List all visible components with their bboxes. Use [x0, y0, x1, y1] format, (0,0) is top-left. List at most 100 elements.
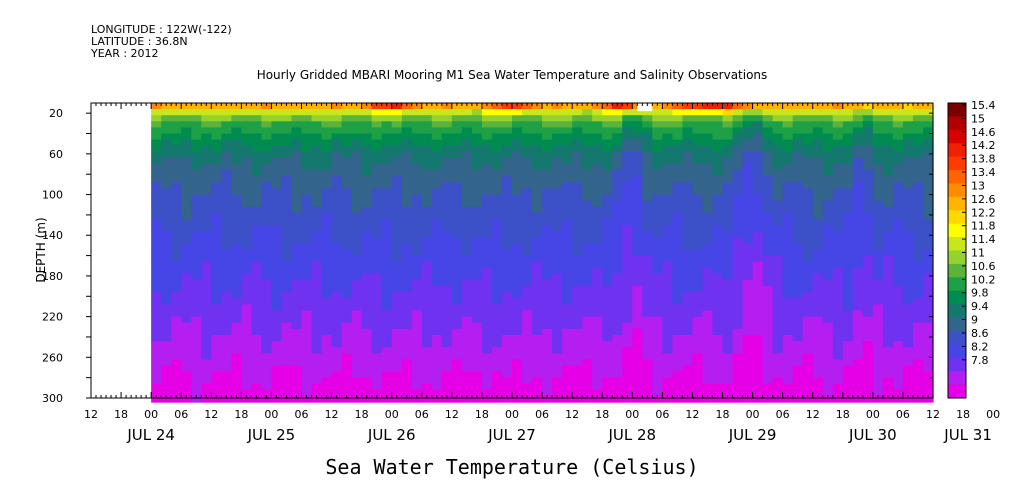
heatmap-cell — [712, 341, 724, 348]
heatmap-cell — [251, 395, 262, 403]
heatmap-cell — [351, 389, 363, 397]
heatmap-cell — [341, 255, 353, 263]
heatmap-cell — [632, 231, 643, 238]
heatmap-cell — [512, 255, 523, 263]
heatmap-cell — [191, 206, 202, 214]
heatmap-cell — [892, 273, 904, 281]
heatmap-cell — [481, 310, 493, 318]
heatmap-cell — [471, 292, 483, 299]
heatmap-cell — [512, 121, 523, 129]
heatmap-cell — [662, 353, 673, 360]
heatmap-cell — [692, 273, 704, 281]
heatmap-cell — [912, 286, 924, 293]
heatmap-cell — [682, 133, 694, 141]
heatmap-cell — [251, 273, 262, 281]
heatmap-cell — [301, 237, 313, 244]
heatmap-cell — [532, 127, 543, 135]
heatmap-cell — [301, 310, 313, 318]
heatmap-cell — [451, 139, 463, 147]
heatmap-cell — [912, 365, 924, 373]
heatmap-cell — [842, 237, 854, 244]
heatmap-cell — [311, 121, 323, 129]
heatmap-cell — [171, 304, 182, 312]
heatmap-cell — [251, 316, 262, 324]
heatmap-cell — [582, 237, 593, 244]
heatmap-cell — [542, 365, 553, 373]
heatmap-cell — [431, 334, 443, 342]
heatmap-cell — [501, 316, 513, 324]
heatmap-cell — [692, 109, 704, 116]
heatmap-cell — [722, 316, 734, 324]
heatmap-cell — [311, 280, 323, 287]
heatmap-cell — [271, 121, 283, 129]
heatmap-cell — [411, 322, 423, 330]
heatmap-cell — [441, 188, 453, 196]
heatmap-cell — [421, 292, 433, 299]
heatmap-cell — [692, 353, 704, 360]
heatmap-cell — [171, 182, 182, 190]
heatmap-cell — [451, 328, 463, 336]
heatmap-cell — [441, 127, 453, 135]
heatmap-cell — [832, 218, 844, 226]
heatmap-cell — [151, 145, 162, 153]
heatmap-cell — [562, 139, 573, 147]
heatmap-cell — [572, 231, 583, 238]
heatmap-cell — [852, 353, 864, 360]
heatmap-cell — [852, 267, 864, 275]
heatmap-cell — [401, 237, 413, 244]
heatmap-cell — [622, 243, 633, 251]
heatmap-cell — [361, 200, 373, 208]
heatmap-cell — [612, 255, 623, 263]
heatmap-cell — [512, 395, 523, 403]
heatmap-cell — [391, 164, 403, 171]
heatmap-cell — [512, 383, 523, 391]
heatmap-cell — [672, 115, 683, 122]
colorbar-label: 14.2 — [971, 139, 996, 152]
heatmap-cell — [231, 255, 242, 263]
heatmap-cell — [461, 334, 473, 342]
heatmap-cell — [802, 194, 814, 202]
heatmap-cell — [311, 243, 323, 251]
heatmap-cell — [752, 261, 764, 269]
heatmap-cell — [281, 267, 293, 275]
heatmap-cell — [622, 298, 633, 306]
heatmap-cell — [221, 328, 232, 336]
heatmap-cell — [301, 334, 313, 342]
heatmap-cell — [812, 109, 824, 116]
heatmap-cell — [912, 237, 924, 244]
heatmap-cell — [421, 322, 433, 330]
heatmap-cell — [231, 395, 242, 403]
heatmap-cell — [411, 151, 423, 159]
heatmap-cell — [592, 389, 603, 397]
heatmap-cell — [291, 389, 303, 397]
heatmap-cell — [612, 133, 623, 141]
heatmap-cell — [762, 170, 774, 177]
heatmap-cell — [782, 115, 794, 122]
heatmap-cell — [862, 212, 874, 220]
heatmap-cell — [151, 377, 162, 385]
heatmap-cell — [742, 200, 754, 208]
heatmap-cell — [612, 139, 623, 147]
heatmap-cell — [532, 328, 543, 336]
heatmap-cell — [421, 280, 433, 287]
heatmap-cell — [201, 359, 212, 367]
heatmap-cell — [341, 377, 353, 385]
heatmap-cell — [331, 176, 343, 183]
heatmap-cell — [271, 286, 283, 293]
heatmap-cell — [872, 212, 884, 220]
heatmap-cell — [772, 286, 784, 293]
heatmap-cell — [281, 298, 293, 306]
heatmap-cell — [522, 225, 533, 232]
heatmap-cell — [191, 347, 202, 354]
heatmap-cell — [552, 225, 563, 232]
heatmap-cell — [301, 225, 313, 232]
heatmap-cell — [612, 157, 623, 165]
heatmap-cell — [341, 133, 353, 141]
heatmap-cell — [882, 188, 894, 196]
heatmap-cell — [401, 365, 413, 373]
heatmap-cell — [902, 231, 914, 238]
heatmap-cell — [792, 243, 804, 251]
heatmap-cell — [862, 334, 874, 342]
heatmap-cell — [461, 273, 473, 281]
heatmap-cell — [371, 304, 383, 312]
